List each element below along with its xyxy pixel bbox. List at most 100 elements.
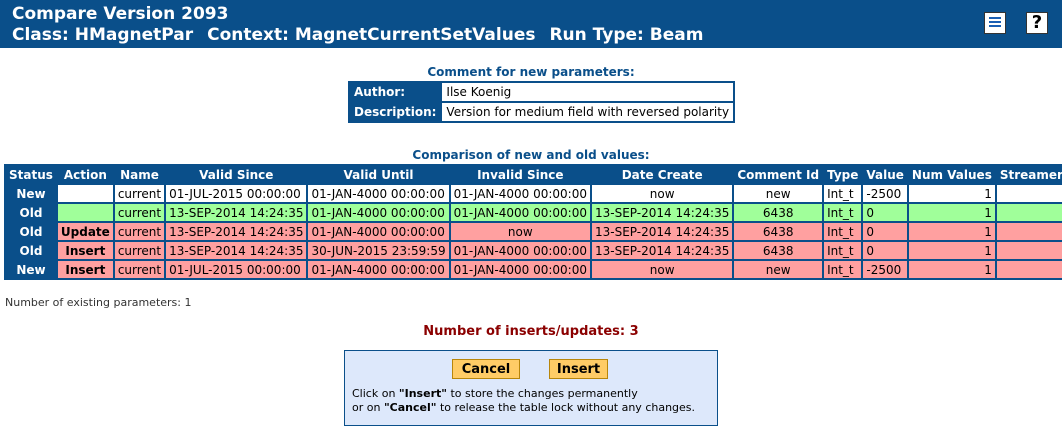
help-icon[interactable]: ? xyxy=(1026,12,1048,34)
existing-params-text: Number of existing parameters: 1 xyxy=(5,296,192,309)
value-cell: -2500 xyxy=(863,185,907,202)
instruction-line-2: or on "Cancel" to release the table lock… xyxy=(352,401,695,415)
comment-id-cell: new xyxy=(734,261,823,278)
valid-since-cell: 13-SEP-2014 14:24:35 xyxy=(166,204,307,221)
date-create-cell: 13-SEP-2014 14:24:35 xyxy=(591,204,733,221)
column-header: Streamer Info xyxy=(996,166,1062,183)
status-cell: Old xyxy=(6,223,56,240)
action-cell xyxy=(57,185,113,202)
action-cell: Insert xyxy=(57,261,113,278)
value-cell: 0 xyxy=(863,223,907,240)
streamer-info-cell xyxy=(996,223,1062,240)
date-create-cell: 13-SEP-2014 14:24:35 xyxy=(591,223,733,240)
name-cell: current xyxy=(114,223,165,240)
comment-id-cell: 6438 xyxy=(734,204,823,221)
column-header: Type xyxy=(824,166,862,183)
invalid-since-cell: 01-JAN-4000 00:00:00 xyxy=(450,204,590,221)
valid-until-cell: 01-JAN-4000 00:00:00 xyxy=(308,223,449,240)
num-values-cell: 1 xyxy=(908,223,995,240)
column-header: Num Values xyxy=(908,166,995,183)
comparison-header-row: Status Action Name Valid Since Valid Unt… xyxy=(6,166,1062,183)
instruction-cancel-keyword: "Cancel" xyxy=(383,401,437,414)
comparison-table: Status Action Name Valid Since Valid Unt… xyxy=(4,164,1062,280)
column-header: Comment Id xyxy=(734,166,823,183)
name-cell: current xyxy=(114,261,165,278)
num-values-cell: 1 xyxy=(908,204,995,221)
date-create-cell: 13-SEP-2014 14:24:35 xyxy=(591,242,733,259)
action-cell: Update xyxy=(57,223,113,240)
invalid-since-cell: 01-JAN-4000 00:00:00 xyxy=(450,242,590,259)
num-values-cell: 1 xyxy=(908,185,995,202)
insert-button[interactable]: Insert xyxy=(549,359,608,379)
class-label: Class: HMagnetPar xyxy=(12,25,194,45)
date-create-cell: now xyxy=(591,261,733,278)
description-label: Description: xyxy=(350,103,441,121)
comment-id-cell: 6438 xyxy=(734,242,823,259)
comment-table: Author: Ilse Koenig Description: Version… xyxy=(348,81,736,123)
column-header: Name xyxy=(114,166,165,183)
valid-since-cell: 01-JUL-2015 00:00:00 xyxy=(166,185,307,202)
instruction-text-part: to store the changes permanently xyxy=(446,387,638,400)
description-value: Version for medium field with reversed p… xyxy=(442,103,734,121)
table-row: Old current 13-SEP-2014 14:24:35 01-JAN-… xyxy=(6,204,1062,221)
table-row: New Insert current 01-JUL-2015 00:00:00 … xyxy=(6,261,1062,278)
column-header: Date Create xyxy=(591,166,733,183)
streamer-info-cell xyxy=(996,204,1062,221)
comment-row-author: Author: Ilse Koenig xyxy=(350,83,734,101)
comment-id-cell: 6438 xyxy=(734,223,823,240)
invalid-since-cell: now xyxy=(450,223,590,240)
instruction-text: Click on "Insert" to store the changes p… xyxy=(352,387,695,415)
run-type-label: Run Type: Beam xyxy=(549,25,704,45)
instruction-text-part: Click on xyxy=(352,387,399,400)
status-cell: New xyxy=(6,261,56,278)
name-cell: current xyxy=(114,185,165,202)
instruction-text-part: to release the table lock without any ch… xyxy=(436,401,696,414)
inserts-updates-count: Number of inserts/updates: 3 xyxy=(423,324,639,339)
cancel-button[interactable]: Cancel xyxy=(452,359,520,379)
comment-id-cell: new xyxy=(734,185,823,202)
type-cell: Int_t xyxy=(824,204,862,221)
name-cell: current xyxy=(114,204,165,221)
instruction-insert-keyword: "Insert" xyxy=(398,387,447,400)
column-header: Valid Until xyxy=(308,166,449,183)
column-header: Status xyxy=(6,166,56,183)
instruction-line-1: Click on "Insert" to store the changes p… xyxy=(352,387,695,401)
action-panel: Cancel Insert Click on "Insert" to store… xyxy=(344,350,718,426)
action-cell xyxy=(57,204,113,221)
name-cell: current xyxy=(114,242,165,259)
streamer-info-cell xyxy=(996,242,1062,259)
action-cell: Insert xyxy=(57,242,113,259)
table-row: Old Update current 13-SEP-2014 14:24:35 … xyxy=(6,223,1062,240)
comment-row-description: Description: Version for medium field wi… xyxy=(350,103,734,121)
document-list-icon[interactable] xyxy=(984,12,1006,34)
type-cell: Int_t xyxy=(824,223,862,240)
page-header: Compare Version 2093 Class: HMagnetPar Co… xyxy=(0,0,1062,48)
invalid-since-cell: 01-JAN-4000 00:00:00 xyxy=(450,185,590,202)
comment-caption: Comment for new parameters: xyxy=(427,65,635,79)
context-label: Context: MagnetCurrentSetValues xyxy=(207,25,536,45)
column-header: Value xyxy=(863,166,907,183)
instruction-text-part: or on xyxy=(352,401,384,414)
valid-until-cell: 01-JAN-4000 00:00:00 xyxy=(308,261,449,278)
author-value: Ilse Koenig xyxy=(442,83,734,101)
column-header: Action xyxy=(57,166,113,183)
value-cell: 0 xyxy=(863,204,907,221)
valid-until-cell: 01-JAN-4000 00:00:00 xyxy=(308,185,449,202)
valid-until-cell: 01-JAN-4000 00:00:00 xyxy=(308,204,449,221)
value-cell: -2500 xyxy=(863,261,907,278)
type-cell: Int_t xyxy=(824,261,862,278)
status-cell: Old xyxy=(6,204,56,221)
column-header: Valid Since xyxy=(166,166,307,183)
valid-since-cell: 13-SEP-2014 14:24:35 xyxy=(166,242,307,259)
page-title: Compare Version 2093 xyxy=(12,4,229,24)
type-cell: Int_t xyxy=(824,185,862,202)
valid-since-cell: 01-JUL-2015 00:00:00 xyxy=(166,261,307,278)
type-cell: Int_t xyxy=(824,242,862,259)
comparison-caption: Comparison of new and old values: xyxy=(412,148,650,162)
author-label: Author: xyxy=(350,83,441,101)
status-cell: Old xyxy=(6,242,56,259)
column-header: Invalid Since xyxy=(450,166,590,183)
streamer-info-cell xyxy=(996,185,1062,202)
value-cell: 0 xyxy=(863,242,907,259)
date-create-cell: now xyxy=(591,185,733,202)
